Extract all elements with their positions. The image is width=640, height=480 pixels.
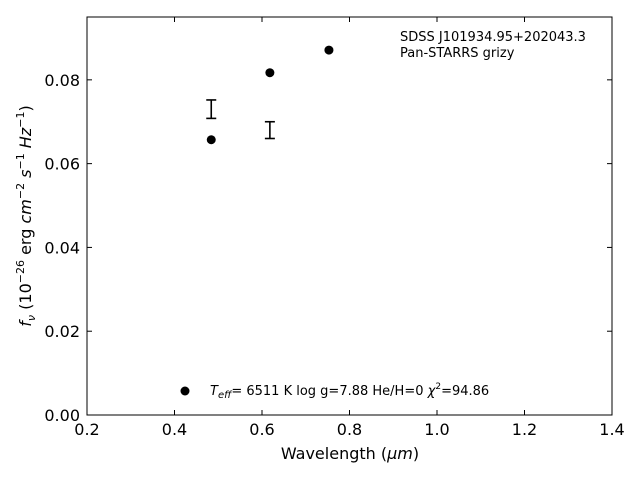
x-tick-label: 1.4: [599, 420, 624, 439]
x-tick-label: 0.8: [337, 420, 362, 439]
legend-teff-symbol: T: [210, 384, 219, 399]
observed-errorbar: [206, 99, 217, 120]
y-tick-label: 0.04: [44, 238, 80, 257]
y-axis-label: fν (10−26 erg cm−2 s−1 Hz−1): [14, 105, 38, 326]
plot-frame: [86, 16, 613, 416]
y-tick-label: 0.08: [44, 71, 80, 90]
y-tick-label: 0.06: [44, 155, 80, 174]
model-point: [206, 135, 216, 145]
x-tick-label: 0.6: [249, 420, 274, 439]
legend-marker: [180, 386, 190, 396]
legend-teff-text: = 6511 K log g=7.88 He/H=0: [231, 384, 427, 399]
x-tick-label: 1.0: [424, 420, 449, 439]
x-tick-label: 1.2: [512, 420, 537, 439]
legend-chi-symbol: χ: [427, 384, 437, 399]
model-point: [324, 45, 334, 55]
y-axis-ticks: 0.00 0.02 0.04 0.06 0.08: [44, 71, 612, 425]
y-tick-label: 0.00: [44, 406, 80, 425]
object-name-label: SDSS J101934.95+202043.3: [400, 30, 586, 45]
x-tick-label: 0.2: [74, 420, 99, 439]
survey-label: Pan-STARRS grizy: [400, 46, 515, 61]
legend-text: Teff= 6511 K log g=7.88 He/H=0 χ2=94.86: [210, 382, 489, 401]
x-tick-label: 0.4: [162, 420, 187, 439]
legend-chi-text: =94.86: [441, 384, 489, 399]
legend-chi-sup: 2: [435, 382, 441, 392]
data-marks: [206, 45, 334, 145]
model-point: [265, 68, 275, 78]
x-axis-ticks: 0.2 0.4 0.6 0.8 1.0 1.2 1.4: [74, 17, 625, 439]
x-axis-label: Wavelength (μm): [281, 444, 419, 463]
legend-teff-sub: eff: [218, 390, 233, 401]
observed-errorbar: [264, 120, 275, 140]
y-tick-label: 0.02: [44, 322, 80, 341]
